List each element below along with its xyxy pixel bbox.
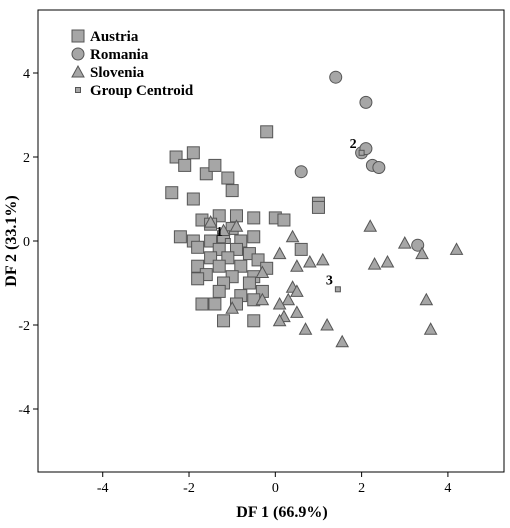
slovenia-point: [285, 229, 300, 243]
slovenia-point: [281, 292, 296, 306]
y-axis-title: DF 2 (33.1%): [3, 195, 20, 286]
legend: Austria Romania Slovenia Group Centroid: [71, 29, 194, 99]
austria-point: [311, 200, 325, 214]
slovenia-point: [302, 254, 317, 268]
group-centroids: 1 2 3: [216, 137, 365, 293]
y-tick-label: -2: [18, 319, 30, 334]
legend-label: Austria: [90, 29, 139, 45]
slovenia-point: [216, 223, 231, 236]
slovenia-point: [367, 257, 382, 270]
austria-point: [225, 184, 239, 198]
romania-point: [411, 238, 425, 252]
austria-point: [247, 230, 261, 244]
slovenia-point: [290, 259, 304, 272]
austria-point: [221, 171, 235, 185]
austria-point: [247, 314, 261, 328]
centroid-marker: [224, 238, 231, 244]
legend-label: Group Centroid: [90, 83, 194, 99]
slovenia-point: [255, 292, 270, 306]
slovenia-point: [203, 215, 218, 228]
slovenia-point: [315, 252, 330, 266]
austria-point: [212, 259, 226, 273]
slovenia-point: [320, 317, 334, 331]
legend-marker: [71, 47, 85, 61]
y-tick-label: -4: [18, 403, 30, 418]
austria-point: [186, 192, 200, 206]
slovenia-point: [225, 301, 240, 314]
x-axis-title: DF 1 (66.9%): [236, 504, 327, 521]
romania-point: [372, 161, 386, 174]
slovenia-point: [419, 292, 434, 306]
slovenia-point: [298, 322, 313, 335]
slovenia-point: [229, 219, 244, 232]
legend-marker: [71, 64, 85, 78]
y-tick-label: 4: [23, 67, 30, 82]
axis-ticks: -4 -2 0 2 4 -4 -2 0 2 4: [18, 67, 451, 496]
x-tick-label: 0: [272, 481, 279, 496]
slovenia-point: [449, 242, 464, 255]
slovenia-point: [272, 296, 287, 310]
centroid-label: 3: [326, 273, 333, 288]
austria-point: [165, 186, 179, 200]
centroid-marker: [358, 149, 365, 156]
legend-marker: [75, 87, 81, 93]
austria-point: [242, 276, 256, 290]
data-points: [165, 70, 464, 348]
slovenia-point: [272, 246, 287, 260]
slovenia-point: [397, 236, 412, 249]
austria-point: [260, 125, 274, 139]
legend-label: Romania: [90, 47, 149, 63]
slovenia-point: [255, 265, 270, 278]
austria-point: [186, 146, 200, 160]
plot-area: [37, 9, 505, 473]
austria-point: [277, 213, 291, 227]
romania-point: [359, 95, 373, 109]
slovenia-point: [272, 313, 287, 327]
x-tick-label: -2: [183, 481, 195, 496]
austria-point: [247, 211, 261, 225]
slovenia-point: [335, 334, 350, 348]
austria-point: [217, 314, 231, 328]
austria-point: [195, 297, 209, 311]
austria-point: [191, 240, 205, 254]
austria-point: [208, 158, 222, 172]
legend-marker: [71, 29, 85, 43]
x-tick-label: -4: [97, 481, 109, 496]
centroid-label: 2: [350, 137, 357, 152]
slovenia-point: [415, 246, 429, 260]
slovenia-point: [380, 254, 395, 268]
slovenia-point: [363, 219, 378, 232]
romania-point: [329, 70, 343, 84]
x-tick-label: 4: [444, 481, 451, 496]
slovenia-point: [290, 284, 304, 297]
centroid-label: 1: [216, 225, 223, 240]
austria-point: [208, 297, 222, 311]
austria-point: [173, 230, 187, 244]
centroid-marker: [334, 286, 341, 293]
austria-point: [191, 272, 205, 286]
y-tick-label: 0: [23, 235, 30, 250]
slovenia-point: [423, 322, 438, 335]
austria-point: [234, 259, 248, 273]
austria-point: [294, 242, 308, 256]
austria-point: [212, 284, 226, 298]
austria-point: [178, 158, 192, 172]
romania-point: [294, 165, 308, 179]
slovenia-point: [290, 305, 304, 318]
y-tick-label: 2: [23, 151, 30, 166]
x-tick-label: 2: [358, 481, 365, 496]
legend-label: Slovenia: [90, 65, 145, 81]
